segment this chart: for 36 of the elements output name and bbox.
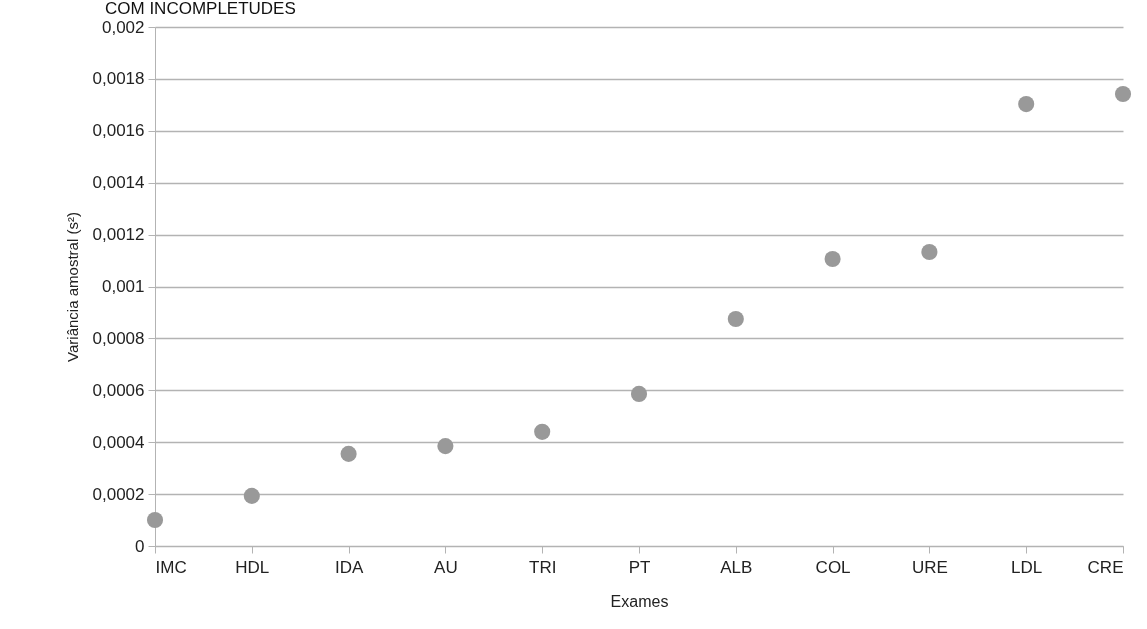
chart-title: COM INCOMPLETUDES [105, 0, 296, 18]
y-tick-label: 0,002 [101, 17, 145, 37]
y-tick-label: 0,0008 [92, 328, 145, 348]
y-tick-label: 0,0004 [92, 432, 145, 452]
point [437, 438, 454, 455]
x-tick-label: COL [815, 557, 851, 577]
point [1114, 85, 1132, 102]
y-tick-label: 0,0012 [92, 225, 145, 245]
y-tick-label: 0,0016 [92, 121, 145, 141]
x-tick-label: AU [434, 557, 458, 577]
y-tick-label: 0 [135, 536, 145, 556]
point [630, 385, 648, 402]
x-tick-label: URE [911, 557, 948, 577]
x-tick-label: HDL [235, 557, 270, 577]
x-tick-label: LDL [1011, 557, 1043, 577]
x-tick-label: ALB [720, 557, 753, 577]
y-axis-title: Variância amostral (s²) [63, 212, 81, 362]
point [921, 243, 938, 261]
y-tick-label: 0,0006 [92, 380, 145, 400]
x-axis-title: Exames [610, 592, 669, 610]
y-tick-label: 0,0014 [92, 173, 145, 193]
x-tick-label: IDA [334, 557, 364, 577]
x-tick-label: PT [628, 557, 651, 577]
x-tick-label: CRE [1087, 557, 1124, 577]
point [534, 423, 551, 440]
point [727, 310, 744, 327]
point [340, 445, 357, 462]
x-tick-label: IMC [155, 557, 187, 577]
point [243, 487, 260, 504]
y-tick-label: 0,0018 [92, 69, 145, 89]
y-tick-label: 0,0002 [92, 484, 145, 504]
point [824, 250, 841, 268]
x-tick-label: TRI [529, 557, 557, 577]
point [1018, 96, 1035, 113]
y-tick-label: 0,001 [101, 277, 145, 296]
point [146, 512, 164, 529]
